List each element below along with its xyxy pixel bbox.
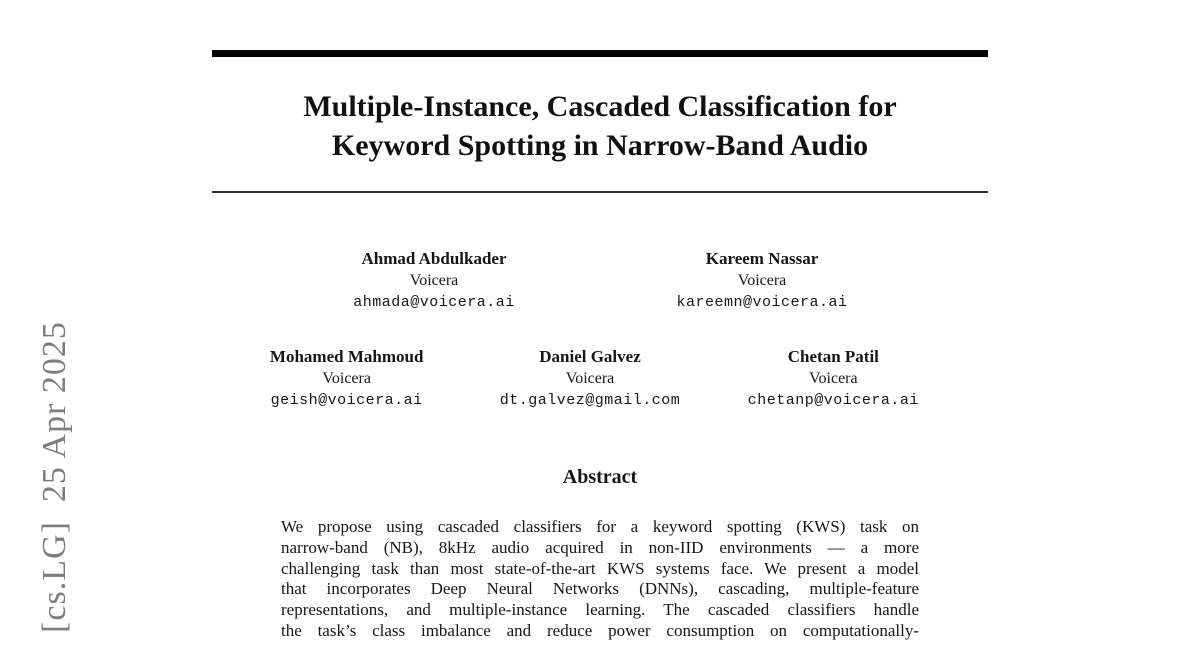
- author-affiliation: Voicera: [322, 370, 371, 387]
- abstract-line: We propose using cascaded classifiers fo…: [281, 517, 919, 536]
- author-email: geish@voicera.ai: [270, 392, 423, 409]
- abstract-line: narrow-band (NB), 8kHz audio acquired in…: [281, 537, 919, 557]
- author-card: Daniel Galvez Voicera dt.galvez@gmail.co…: [468, 347, 711, 411]
- author-card: Ahmad Abdulkader Voicera ahmada@voicera.…: [270, 249, 598, 313]
- author-email: dt.galvez@gmail.com: [499, 392, 681, 409]
- paper-title-line2: Keyword Spotting in Narrow-Band Audio: [331, 129, 869, 162]
- author-email: chetanp@voicera.ai: [747, 392, 919, 409]
- abstract-line: representations, and multiple-instance l…: [281, 600, 919, 620]
- author-name: Ahmad Abdulkader: [361, 249, 507, 268]
- arxiv-stamp-text: [cs.LG] 25 Apr 2025: [36, 321, 73, 633]
- title-rule-bottom: [212, 191, 988, 193]
- abstract-heading: Abstract: [562, 466, 638, 488]
- abstract-line: the task’s class imbalance and reduce po…: [281, 620, 919, 640]
- title-rule-top: [212, 50, 988, 57]
- author-card: Kareem Nassar Voicera kareemn@voicera.ai: [598, 249, 926, 313]
- author-name: Mohamed Mahmoud: [269, 347, 424, 366]
- author-name: Chetan Patil: [787, 347, 879, 366]
- paper-title: Multiple-Instance, Cascaded Classificati…: [212, 87, 988, 165]
- author-name: Kareem Nassar: [705, 249, 819, 268]
- abstract-line: that incorporates Deep Neural Networks (…: [281, 579, 919, 599]
- author-affiliation: Voicera: [409, 272, 459, 289]
- author-card: Mohamed Mahmoud Voicera geish@voicera.ai: [225, 347, 468, 411]
- author-affiliation: Voicera: [737, 272, 787, 289]
- author-affiliation: Voicera: [809, 370, 858, 387]
- abstract-body: We propose using cascaded classifiers fo…: [281, 517, 919, 642]
- author-email: ahmada@voicera.ai: [353, 294, 515, 311]
- author-name: Daniel Galvez: [539, 347, 641, 366]
- paper-title-line1: Multiple-Instance, Cascaded Classificati…: [303, 90, 897, 123]
- author-card: Chetan Patil Voicera chetanp@voicera.ai: [712, 347, 955, 411]
- abstract-line: challenging task than most state-of-the-…: [281, 558, 919, 578]
- author-email: kareemn@voicera.ai: [676, 294, 848, 311]
- author-affiliation: Voicera: [565, 370, 615, 387]
- authors-row-1: Ahmad Abdulkader Voicera ahmada@voicera.…: [270, 249, 926, 313]
- authors-row-2: Mohamed Mahmoud Voicera geish@voicera.ai…: [225, 347, 955, 411]
